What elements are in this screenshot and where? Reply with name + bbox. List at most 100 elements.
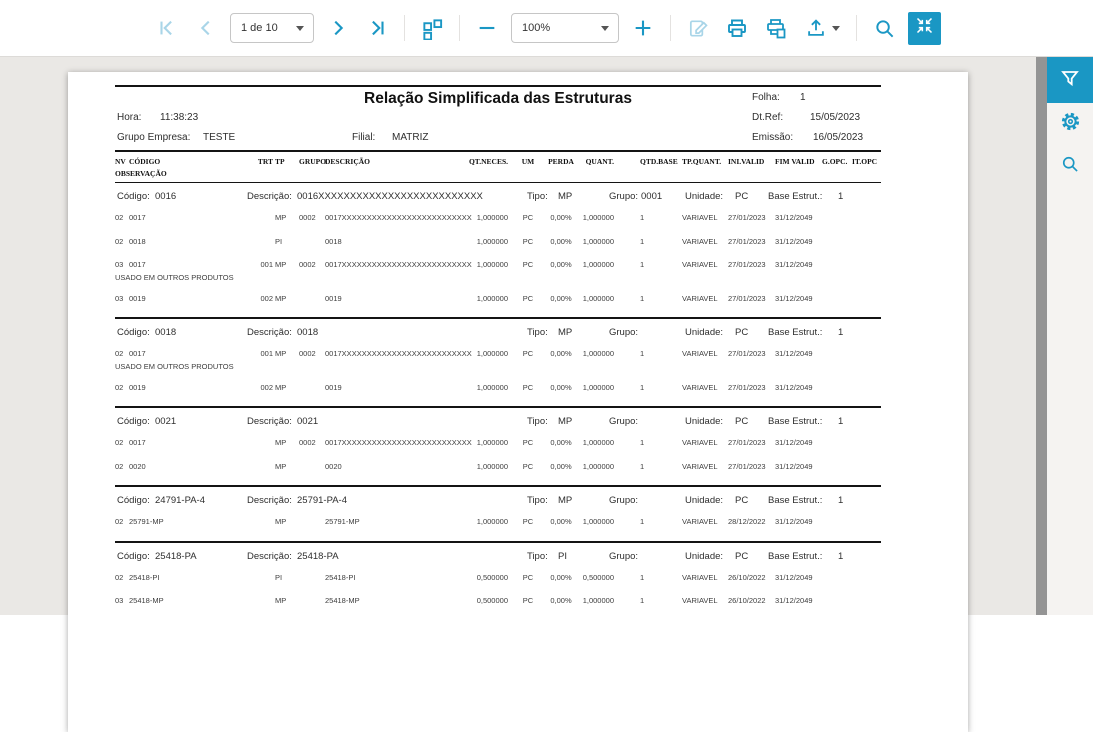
print-page-button[interactable] [761, 13, 791, 43]
edit-button[interactable] [683, 13, 713, 43]
cell-tp: MP [275, 438, 287, 447]
search-button[interactable] [869, 13, 899, 43]
unidade-value: PC [735, 416, 749, 427]
cell-tp-quant: VARIAVEL [682, 382, 718, 392]
column-headers: NV CÓDIGO TRT TP GRUPO DESCRIÇÃO QT.NECES. UM PE… [115, 152, 881, 182]
cell-perda: 0,00% [550, 517, 572, 526]
export-button[interactable] [800, 13, 844, 43]
table-row: 03 0019 002 MP 0019 1,000000 PC 0,00% 1,000000 1 V… [115, 294, 881, 304]
cell-grupo: 0002 [299, 438, 316, 447]
cell-um: PC [522, 236, 534, 246]
cell-um: PC [522, 517, 534, 526]
chevron-right-icon [327, 17, 349, 39]
cell-it-opc [852, 438, 881, 448]
cell-perda: 0,00% [550, 260, 572, 269]
page-selector[interactable]: 1 de 10 [230, 13, 314, 43]
cell-quant: 1,000000 [582, 382, 614, 392]
codigo-label: Código: [117, 495, 150, 506]
column-header: FIM VALID [775, 157, 815, 166]
cell-grupo [299, 462, 325, 472]
base-estrut-label: Base Estrut.: [768, 327, 823, 338]
cell-um: PC [522, 382, 534, 392]
cell-tp: MP [275, 596, 287, 605]
cell-trt [257, 438, 275, 448]
cell-nv: 03 [115, 260, 124, 269]
first-page-button[interactable] [152, 13, 182, 43]
column-header: QT.NECES. [468, 157, 508, 166]
print-button[interactable] [722, 13, 752, 43]
cell-quant: 1,000000 [582, 461, 614, 471]
cell-tp: MP [275, 461, 287, 471]
cell-um: PC [522, 213, 534, 222]
cell-tp-quant: VARIAVEL [682, 461, 718, 471]
tipo-label: Tipo: [527, 550, 548, 562]
cell-descricao: 0017XXXXXXXXXXXXXXXXXXXXXXXXXX [325, 213, 472, 222]
zoom-out-button[interactable] [472, 13, 502, 43]
cell-codigo: 0017 [129, 438, 146, 447]
first-page-icon [156, 17, 178, 39]
chevron-left-icon [195, 17, 217, 39]
report-header: Relação Simplificada das Estruturas Hora… [115, 87, 881, 150]
cell-perda: 0,00% [550, 293, 572, 303]
table-row: 02 0020 MP 0020 1,000000 PC 0,00% 1,000000 1 VARI… [115, 462, 881, 472]
grupo-empresa-value: TESTE [203, 132, 236, 143]
zoom-in-button[interactable] [628, 13, 658, 43]
table-row: 02 25418-PI PI 25418-PI 0,500000 PC 0,00% 0,500… [115, 573, 881, 583]
zoom-selector[interactable]: 100% [511, 13, 619, 43]
document-viewer: Relação Simplificada das Estruturas Hora… [0, 57, 1047, 732]
cell-grupo: 0002 [299, 213, 316, 222]
table-row: 03 0017 001 MP 0002 0017XXXXXXXXXXXXXXXXXXXXX… [115, 260, 881, 270]
filter-panel-button[interactable] [1047, 57, 1093, 103]
codigo-value: 24791-PA-4 [155, 495, 205, 506]
search-panel-button[interactable] [1047, 145, 1093, 187]
export-icon [805, 17, 827, 39]
cell-ini-valid: 28/12/2022 [728, 517, 766, 526]
previous-page-button[interactable] [191, 13, 221, 43]
cell-qt-neces: 1,000000 [476, 382, 508, 392]
cell-trt: 001 [260, 349, 273, 358]
cell-it-opc [852, 294, 881, 304]
cell-tp: MP [275, 349, 287, 358]
cell-tp: MP [275, 213, 287, 222]
column-header: QTD.BASE [640, 157, 678, 166]
chevron-down-icon [296, 25, 304, 31]
cell-trt [257, 213, 275, 223]
cell-codigo: 25418-PI [129, 572, 160, 582]
codigo-value: 0021 [155, 416, 177, 427]
thumbnails-button[interactable] [417, 13, 447, 43]
next-page-button[interactable] [323, 13, 353, 43]
base-estrut-label: Base Estrut.: [768, 416, 823, 427]
settings-panel-button[interactable] [1047, 103, 1093, 145]
cell-quant: 1,000000 [582, 293, 614, 303]
cell-it-opc [852, 462, 881, 472]
vertical-scrollbar[interactable] [1036, 57, 1047, 615]
base-estrut-value: 1 [838, 495, 844, 506]
last-page-button[interactable] [362, 13, 392, 43]
cell-tp: PI [275, 572, 283, 582]
cell-grupo: 0002 [299, 260, 316, 269]
cell-qtd-base: 1 [640, 438, 645, 447]
cell-qt-neces: 0,500000 [476, 596, 508, 605]
chevron-down-icon [601, 25, 609, 31]
cell-fim-valid: 31/12/2049 [775, 438, 813, 447]
cell-grupo [299, 573, 325, 583]
codigo-value: 25418-PA [155, 550, 197, 562]
report-title: Relação Simplificada das Estruturas [364, 90, 632, 107]
cell-um: PC [522, 572, 534, 582]
cell-tp-quant: VARIAVEL [682, 596, 718, 605]
collapse-button[interactable] [908, 11, 941, 45]
column-header-observacao: OBSERVAÇÃO [115, 169, 167, 178]
toolbar-divider [856, 15, 857, 41]
cell-um: PC [522, 438, 534, 447]
filter-icon [1060, 68, 1080, 93]
search-icon [873, 17, 896, 40]
cell-codigo: 0017 [129, 260, 146, 269]
cell-fim-valid: 31/12/2049 [775, 382, 813, 392]
column-header: CÓDIGO [129, 157, 161, 166]
cell-fim-valid: 31/12/2049 [775, 517, 813, 526]
column-header: G.OPC. [822, 157, 848, 166]
last-page-icon [366, 17, 388, 39]
cell-tp-quant: VARIAVEL [682, 260, 718, 269]
cell-perda: 0,00% [550, 461, 572, 471]
cell-fim-valid: 31/12/2049 [775, 596, 813, 605]
